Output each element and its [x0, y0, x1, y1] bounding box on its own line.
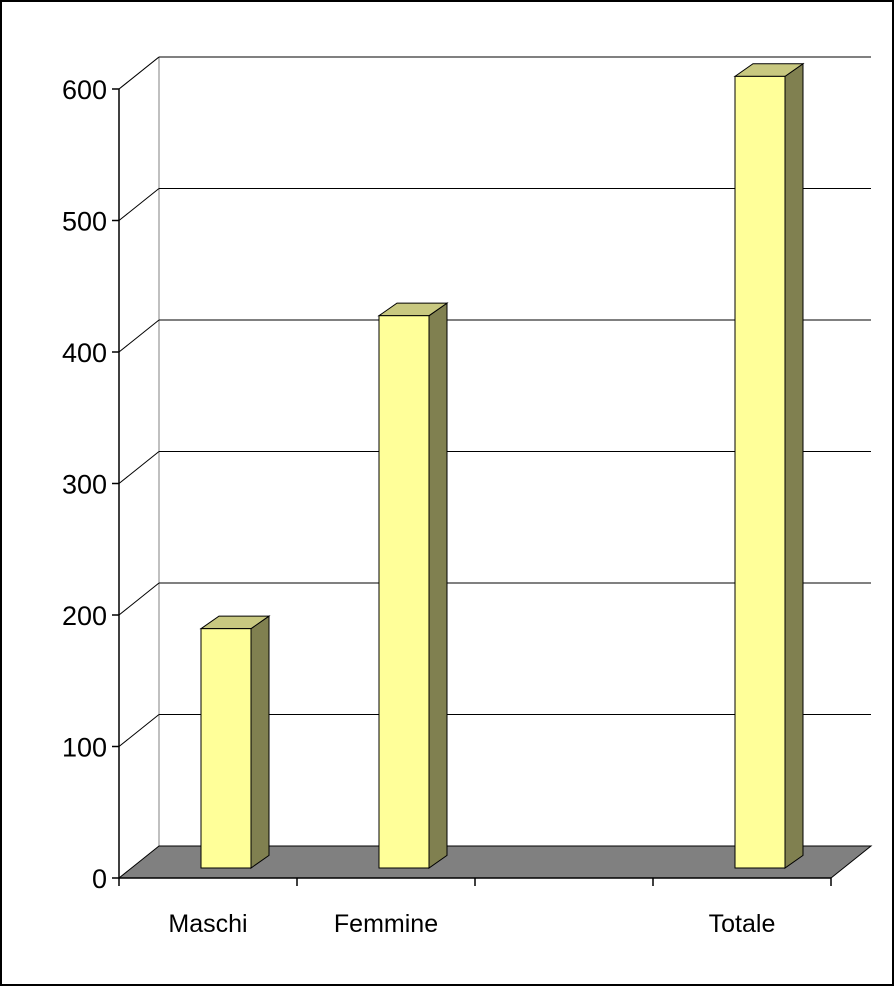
gridline-side	[118, 451, 160, 484]
x-tick-label: Maschi	[168, 910, 247, 938]
gridline-side	[118, 188, 160, 221]
bar-totale	[733, 62, 805, 869]
y-tick-label: 100	[62, 733, 107, 763]
bars-layer	[199, 62, 805, 869]
bar-femmine	[377, 302, 449, 869]
gridline-side	[118, 56, 160, 90]
gridline-side	[118, 582, 160, 616]
bar	[378, 315, 430, 869]
bar-side-face	[784, 62, 804, 869]
y-tick-label: 600	[62, 75, 107, 105]
bar-maschi	[199, 615, 271, 869]
y-tick-label: 400	[62, 338, 107, 368]
axes-layer: 0 100 200 300 400 500 600 Maschi Femmine Totale	[62, 75, 832, 938]
y-tick-label: 0	[92, 864, 107, 894]
bar	[734, 75, 786, 869]
gridline-side	[118, 714, 160, 747]
x-tick-label: Totale	[709, 910, 776, 938]
bar-side-face	[428, 302, 448, 869]
gridline-side	[118, 319, 160, 353]
bar	[200, 628, 252, 869]
bar-side-face	[250, 615, 270, 869]
y-tick-label: 200	[62, 601, 107, 631]
x-tick-label: Femmine	[334, 910, 438, 938]
y-tick-label: 300	[62, 470, 107, 500]
y-tick-label: 500	[62, 207, 107, 237]
